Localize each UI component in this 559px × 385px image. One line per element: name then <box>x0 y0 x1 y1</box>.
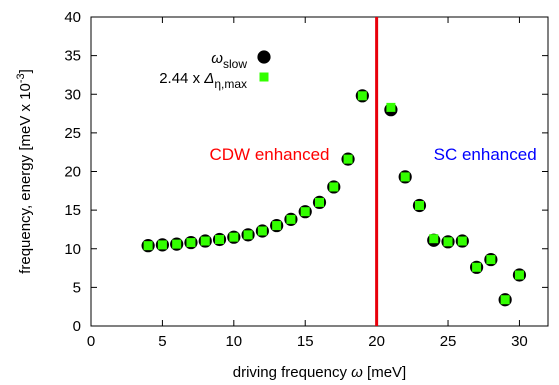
data-point-square <box>186 238 196 248</box>
data-point-square <box>229 232 239 242</box>
y-tick-label: 0 <box>73 318 81 335</box>
x-tick-label: 25 <box>440 333 457 350</box>
y-tick-label: 20 <box>64 164 81 181</box>
y-tick-label: 15 <box>64 202 81 219</box>
y-tick-label: 25 <box>64 125 81 142</box>
legend-marker-square <box>259 72 269 82</box>
axes: 0 5 10 15 20 25 30 0 5 10 15 20 25 30 35 40 <box>64 9 549 350</box>
legend-label-delta: 2.44 x Δη,max <box>159 70 247 91</box>
annotations: CDW enhanced SC enhanced <box>210 17 537 326</box>
y-tick-label: 30 <box>64 86 81 103</box>
data-point-square <box>400 172 410 182</box>
data-point-square <box>143 241 153 251</box>
data-point-square <box>343 154 353 164</box>
y-tick-label: 5 <box>73 279 81 296</box>
x-tick-label: 20 <box>368 333 385 350</box>
data-point-square <box>286 214 296 224</box>
data-point-square <box>200 236 210 246</box>
data-point-square <box>472 262 482 272</box>
legend-label-slow: ωslow <box>211 50 247 71</box>
data-point-square <box>243 230 253 240</box>
y-axis-label: frequency, energy [meV x 10-3] <box>15 69 34 274</box>
data-point-square <box>386 102 396 112</box>
x-axis-label: driving frequency ω [meV] <box>233 364 406 381</box>
region-annotation: CDW enhanced <box>210 145 330 164</box>
data-point-square <box>315 197 324 207</box>
data-point-square <box>414 200 424 210</box>
plot-frame <box>90 16 549 327</box>
axis-labels: driving frequency ω [meV] frequency, ener… <box>15 69 406 381</box>
data-point-square <box>429 234 439 244</box>
y-tick-label: 10 <box>64 241 81 258</box>
data-point-square <box>172 239 182 249</box>
data-points <box>141 89 527 307</box>
data-point-square <box>486 255 496 265</box>
data-point-square <box>443 237 453 247</box>
region-annotation: SC enhanced <box>434 145 537 164</box>
data-point-square <box>215 234 225 244</box>
data-point-square <box>329 182 339 192</box>
x-tick-label: 30 <box>511 333 528 350</box>
x-tick-label: 15 <box>297 333 314 350</box>
data-point-square <box>157 240 167 250</box>
x-tick-label: 5 <box>158 333 166 350</box>
y-tick-label: 40 <box>64 9 81 26</box>
data-point-square <box>457 236 467 246</box>
legend-marker-circle <box>257 50 271 64</box>
data-point-square <box>272 221 282 231</box>
data-point-square <box>500 295 510 305</box>
x-tick-label: 0 <box>87 333 95 350</box>
y-tick-label: 35 <box>64 48 81 65</box>
data-point-square <box>357 91 367 101</box>
data-point-square <box>300 207 310 217</box>
data-point-square <box>514 270 524 280</box>
data-point-square <box>257 226 267 236</box>
x-tick-label: 10 <box>225 333 242 350</box>
